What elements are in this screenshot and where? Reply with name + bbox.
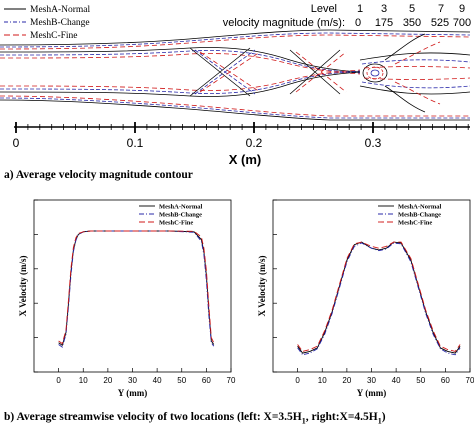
contour-shock-4 [289, 49, 341, 95]
contour-vortex-3 [370, 69, 380, 77]
contour-inner-lower-blue [0, 70, 361, 94]
plot-frame [272, 199, 471, 373]
contour-inner-upper-red [0, 53, 361, 75]
velocity-chart-right: 0 10 20 30 40 50 60 70 Y (mm) X Velocity (m/s) Mes… [257, 199, 474, 398]
series-line-mesha-normal [297, 241, 461, 354]
contour-wake-2 [361, 59, 471, 89]
x-tick-label: 20 [342, 376, 351, 385]
velocity-0: 0 [355, 17, 361, 29]
contour-inner-lower-red [0, 69, 361, 91]
level-header: Level [311, 3, 337, 15]
caption-b-sub1: 1 [301, 416, 306, 426]
x-tick-label: 50 [416, 376, 425, 385]
contour-lower-wall-black [0, 99, 470, 121]
x-tick-label: 40 [153, 376, 162, 385]
x-axis-label: Y (mm) [357, 388, 386, 398]
velocity-350: 350 [403, 17, 421, 29]
x-tick-label: 30 [367, 376, 376, 385]
contour-lower-wall-red [0, 95, 470, 117]
level-3: 3 [381, 3, 387, 15]
contour-upper-wall-black [0, 29, 471, 46]
ruler-label-0.2: 0.2 [246, 136, 263, 150]
legend-label-meshc: MeshC-Fine [30, 31, 78, 41]
x-tick-label: 40 [392, 376, 401, 385]
contour-shock-1 [189, 47, 251, 97]
level-legend: Level 1 3 5 7 9 velocity magnitude (m/s)… [223, 3, 471, 29]
ruler-label-0.3: 0.3 [365, 136, 382, 150]
series-line-mesha-normal [58, 230, 215, 347]
velocity-525: 525 [431, 17, 449, 29]
contour-shock-2 [194, 49, 256, 95]
caption-b-sub2: 1 [377, 416, 382, 426]
legend-label-mesha: MeshA-Normal [30, 5, 91, 15]
legend-label: MeshB-Change [159, 212, 202, 219]
level-7: 7 [438, 3, 444, 15]
velocity-chart-left: 0 10 20 30 40 50 60 70 Y (mm) X Velocity (m/s) Mes… [18, 199, 236, 398]
velocity-175: 175 [375, 17, 393, 29]
velocity-700: 700 [453, 17, 471, 29]
series-line-meshb-change [297, 242, 461, 356]
y-axis-label: X Velocity (m/s) [18, 256, 28, 317]
x-tick-label: 10 [79, 376, 88, 385]
x-tick-label: 0 [56, 376, 61, 385]
x-tick-label: 70 [227, 376, 236, 385]
contour-inner-upper-black [0, 47, 361, 73]
series-line-meshc-fine [297, 241, 461, 352]
x-tick-label: 50 [177, 376, 186, 385]
legend-label: MeshA-Normal [159, 204, 203, 211]
plot-frame [33, 199, 232, 373]
contour-lower-wall-blue [0, 97, 470, 119]
contour-vortex-2 [366, 66, 384, 80]
x-tick-label: 20 [103, 376, 112, 385]
level-1: 1 [357, 3, 363, 15]
x-tick-label: 10 [318, 376, 327, 385]
contour-shock-3 [199, 51, 261, 93]
contour-vortex-1 [362, 63, 388, 83]
contour-wake-5 [394, 41, 441, 105]
velocity-header: velocity magnitude (m/s): [223, 17, 345, 29]
contour-panel: MeshA-Normal MeshB-Change MeshC-Fine Lev… [0, 3, 471, 167]
x-tick-label: 30 [128, 376, 137, 385]
level-5: 5 [409, 3, 415, 15]
x-tick-label: 60 [202, 376, 211, 385]
x-axis-label: Y (mm) [118, 388, 147, 398]
ruler-axis-label: X (m) [229, 152, 262, 167]
contour-wake-3 [363, 66, 471, 80]
series-line-meshc-fine [58, 230, 215, 345]
caption-b-prefix: b) Average streamwise velocity of two lo… [4, 411, 302, 423]
legend-label-meshb: MeshB-Change [30, 18, 90, 28]
caption-a: a) Average velocity magnitude contour [4, 169, 193, 181]
legend-label: MeshA-Normal [398, 204, 442, 211]
contour-legend: MeshA-Normal MeshB-Change MeshC-Fine [4, 5, 91, 41]
contour-upper-wall-red [0, 34, 471, 50]
legend-label: MeshB-Change [398, 212, 441, 219]
ruler-minor-ticks [27, 124, 469, 130]
ruler-label-0.1: 0.1 [127, 136, 144, 150]
contour-wake-4 [384, 33, 426, 113]
series-line-meshb-change [58, 230, 215, 348]
caption-b-middle: , right:X=4.5H [305, 411, 378, 423]
x-axis-ruler: 0 0.1 0.2 0.3 X (m) [13, 122, 470, 167]
legend-label: MeshC-Fine [159, 220, 193, 227]
x-tick-label: 70 [466, 376, 474, 385]
contour-shock-5 [295, 51, 347, 93]
ruler-label-0: 0 [13, 136, 20, 150]
contour-inner-lower-black [0, 71, 361, 97]
x-tick-label: 0 [295, 376, 300, 385]
x-tick-label: 60 [441, 376, 450, 385]
caption-b-suffix: ) [381, 411, 386, 423]
y-axis-label: X Velocity (m/s) [257, 256, 267, 317]
contour-lines [0, 29, 471, 121]
level-9: 9 [459, 3, 465, 15]
contour-inner-upper-blue [0, 50, 361, 74]
caption-b: b) Average streamwise velocity of two lo… [4, 411, 386, 425]
contour-upper-wall-blue [0, 32, 471, 48]
contour-wake-1 [359, 52, 471, 95]
legend-label: MeshC-Fine [398, 220, 432, 227]
